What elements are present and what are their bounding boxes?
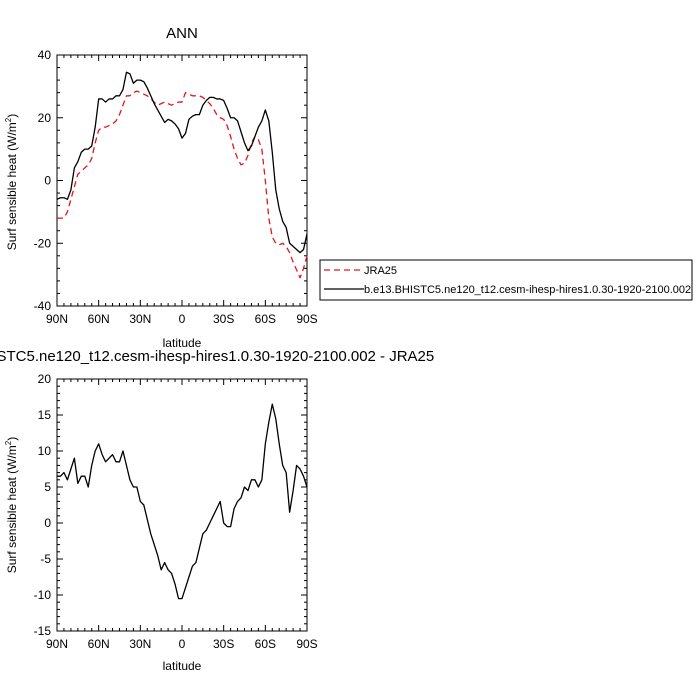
top-ytick-label: 40 [38,48,52,62]
bottom-ytick-label: 5 [44,480,51,494]
top-yaxis-title-sup: 2 [4,117,13,122]
top-xtick-label: 0 [179,312,186,326]
top-ytick-label: 20 [38,111,52,125]
bottom-xtick-label: 60N [88,637,110,651]
bottom-xtick-label: 30N [129,637,151,651]
top-series-line-1 [56,71,308,254]
top-ytick-label: -40 [34,299,52,313]
bottom-series-line-0 [57,403,308,600]
bottom-xaxis-title: latitude [163,659,202,673]
top-xtick-label: 60S [255,312,276,326]
bottom-yaxis-title-sup: 2 [4,440,13,445]
legend: JRA25 b.e13.BHISTC5.ne120_t12.cesm-ihesp… [319,259,693,301]
bottom-yaxis-title-close: ) [5,437,19,441]
top-yaxis-title-close: ) [5,114,19,118]
legend-label-jra25: JRA25 [364,265,397,277]
bottom-ytick-label: 15 [38,408,52,422]
top-ytick-label: 0 [44,174,51,188]
bottom-yaxis-title: Surf sensible heat (W/m2) [4,437,19,574]
bottom-panel-title: b.e13.BHISTC5.ne120_t12.cesm-ihesp-hires… [0,348,434,365]
bottom-yaxis-title-main: Surf sensible heat (W/m [5,445,19,573]
bottom-xtick-label: 0 [179,637,186,651]
bottom-panel: b.e13.BHISTC5.ne120_t12.cesm-ihesp-hires… [0,348,434,673]
top-yaxis-title-main: Surf sensible heat (W/m [5,122,19,250]
bottom-ytick-label: 0 [44,516,51,530]
bottom-ytick-label: -10 [34,588,52,602]
top-xtick-label: 60N [88,312,110,326]
bottom-ytick-label: 20 [38,372,52,386]
top-yaxis-title: Surf sensible heat (W/m2) [4,114,19,251]
top-plot-area: 90N 60N 30N 0 30S 60S 90S -40 -20 0 20 40 [34,48,318,326]
legend-box [319,259,693,301]
top-xtick-label: 30N [129,312,151,326]
bottom-ytick-label: -15 [34,624,52,638]
top-panel: ANN 90N 60N 30N 0 30S 60S 90S -40 -20 0 20 40 latit… [4,25,693,350]
top-panel-title: ANN [166,25,198,42]
top-frame [56,54,308,307]
bottom-xtick-label: 90S [296,637,317,651]
bottom-plot-area: 90N 60N 30N 0 30S 60S 90S -15 -10 -5 0 5 10 15 20 [34,372,318,651]
bottom-ytick-label: -5 [40,552,51,566]
top-xaxis-title: latitude [163,336,202,350]
top-xtick-label: 90N [46,312,68,326]
top-xtick-label: 90S [296,312,317,326]
bottom-xtick-label: 90N [46,637,68,651]
top-ytick-label: -20 [34,236,52,250]
legend-label-model: b.e13.BHISTC5.ne120_t12.cesm-ihesp-hires… [364,284,691,296]
top-xtick-label: 30S [213,312,234,326]
top-series-line-0 [57,90,308,279]
bottom-ytick-label: 10 [38,444,52,458]
bottom-xtick-label: 60S [255,637,276,651]
bottom-xtick-label: 30S [213,637,234,651]
